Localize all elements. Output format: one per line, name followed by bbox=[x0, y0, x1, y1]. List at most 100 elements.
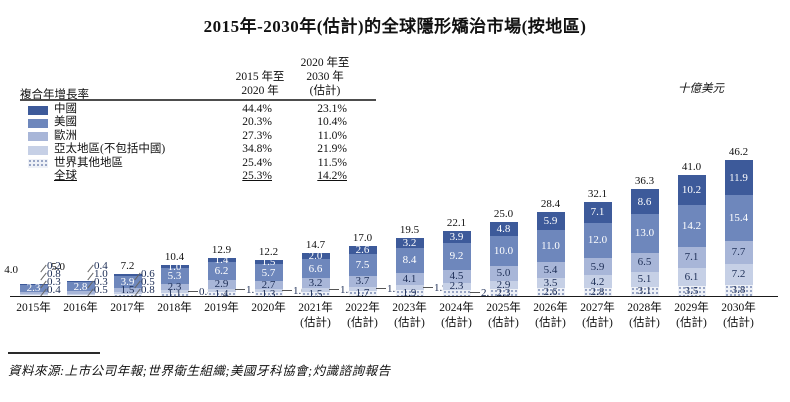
legend-row-2: 歐洲 27.3% 11.0% bbox=[20, 130, 376, 143]
bar-total-label: 12.2 bbox=[258, 246, 279, 258]
bar-total-label: 14.7 bbox=[305, 238, 326, 251]
bar-2016年: 2.8 0.4 1.0 0.3 0.5 5.0 bbox=[51, 140, 108, 297]
legend-label: 世界其他地區 bbox=[54, 156, 123, 169]
segment-value-label-china: 0.4 bbox=[94, 260, 108, 272]
bar-2019年: 1.4 6.2 2.9 1.4 1.1 12.9 bbox=[198, 140, 260, 300]
bar-segment-europe bbox=[630, 252, 659, 272]
bar-segment-europe bbox=[348, 275, 377, 287]
bar-segment-rest-of-world bbox=[160, 292, 189, 296]
bar-segment-china bbox=[536, 212, 565, 230]
estimate-label: (估計) bbox=[535, 317, 566, 329]
segment-value-label-europe: 7.7 bbox=[731, 246, 746, 259]
bar-segment-europe bbox=[536, 262, 565, 278]
x-axis-label-2028年: 2028年 (估計) bbox=[621, 301, 668, 331]
source-note: 資料來源:上市公司年報;世界衛生組織;美國牙科協會;灼識諮詢報告 bbox=[8, 364, 391, 378]
segment-value-label-usa: 8.4 bbox=[402, 254, 417, 267]
segment-value-label-usa: 2.3 bbox=[26, 282, 41, 295]
estimate-label: (估計) bbox=[488, 317, 519, 329]
bar-segment-apac bbox=[536, 278, 565, 289]
segment-value-label-china: 5.9 bbox=[543, 214, 558, 227]
cagr-col1-header: 2015 年至 2020 年 bbox=[205, 70, 315, 98]
cagr-2020-2030-value: 11.5% bbox=[317, 156, 347, 169]
bar-segment-europe bbox=[207, 280, 236, 289]
segment-value-label-rest-of-world: 1.4 bbox=[214, 287, 229, 300]
bar-segment-europe bbox=[254, 281, 283, 290]
segment-value-label-china: 10.2 bbox=[681, 183, 702, 196]
cagr-col1-line1: 2015 年至 bbox=[235, 71, 285, 83]
cagr-row-header: 複合年增長率 bbox=[20, 89, 89, 101]
bar-segment-usa bbox=[489, 236, 518, 266]
year-label: 2024年 bbox=[439, 302, 474, 314]
bar-segment-china bbox=[301, 252, 330, 259]
bar-segment-china bbox=[160, 265, 189, 268]
segment-value-label-china: 11.9 bbox=[729, 171, 748, 184]
bar-segment-europe bbox=[160, 283, 189, 291]
bar-segment-europe bbox=[301, 278, 330, 288]
estimate-label: (估計) bbox=[629, 317, 660, 329]
segment-value-label-china: 2.6 bbox=[355, 243, 370, 256]
bar-total-label: 19.5 bbox=[399, 224, 420, 237]
cagr-2020-2030-value: 23.1% bbox=[317, 103, 347, 115]
bar-total-label: 46.2 bbox=[728, 146, 749, 159]
cagr-2020-2030-value: 10.4% bbox=[317, 116, 347, 129]
page-title: 2015年-2030年(估計)的全球隱形矯治市場(按地區) bbox=[203, 17, 587, 36]
bar-2018年: 1.0 5.3 2.3 1.1 0.8 10.4 bbox=[151, 140, 213, 300]
bar-total-label: 12.9 bbox=[211, 243, 232, 256]
bar-segment-europe bbox=[677, 246, 706, 268]
segment-value-label-apac: 5.1 bbox=[637, 273, 652, 286]
bar-total-label: 17.0 bbox=[352, 231, 373, 244]
bar-total-label: 7.2 bbox=[120, 260, 135, 273]
usa-swatch-icon bbox=[28, 118, 48, 128]
year-label: 2018年 bbox=[157, 302, 192, 314]
segment-value-label-europe: 4.1 bbox=[402, 272, 417, 285]
bar-segment-apac bbox=[113, 292, 142, 294]
segment-value-label-usa: 5.3 bbox=[167, 269, 182, 282]
bar-2020年: 1.5 5.7 2.7 1.3 1.0 12.2 bbox=[245, 140, 307, 300]
bar-total-label: 25.0 bbox=[493, 208, 514, 221]
segment-value-label-china: 0.6 bbox=[141, 268, 155, 280]
bar-segment-apac bbox=[254, 289, 283, 293]
legend: 中國 44.4% 23.1% 美國 20.3% 10.4% 歐洲 27.3% 11.0% 亞太地區… bbox=[20, 103, 376, 183]
legend-row-5: 全球 25.3% 14.2% bbox=[20, 170, 376, 183]
bar-segment-usa bbox=[442, 242, 471, 270]
estimate-label: (估計) bbox=[723, 317, 754, 329]
bar-segment-rest-of-world bbox=[348, 290, 377, 296]
year-label: 2023年 bbox=[392, 302, 427, 314]
apac-swatch-icon bbox=[28, 145, 48, 155]
bar-total-label: 4.0 bbox=[4, 264, 18, 277]
legend-label: 美國 bbox=[54, 116, 77, 129]
segment-value-label-europe: 1.0 bbox=[94, 268, 108, 280]
segment-value-label-europe: 1.5 bbox=[120, 283, 135, 296]
segment-value-label-china: 4.8 bbox=[496, 223, 511, 236]
callout-line bbox=[470, 291, 480, 293]
bar-2024年: 3.9 9.2 4.5 2.3 2.1 22.1 bbox=[433, 140, 495, 299]
bar-segment-europe bbox=[489, 265, 518, 281]
year-label: 2022年 bbox=[345, 302, 380, 314]
segment-value-label-rest-of-world: 1.9 bbox=[402, 287, 417, 300]
segment-value-label-usa: 6.6 bbox=[308, 262, 323, 275]
bar-segment-china bbox=[254, 260, 283, 265]
bar-segment-china bbox=[19, 284, 48, 285]
year-label: 2026年 bbox=[533, 302, 568, 314]
cagr-2020-2030-value: 21.9% bbox=[317, 143, 347, 156]
bar-total-label: 5.0 bbox=[51, 261, 65, 274]
segment-value-label-europe: 2.7 bbox=[261, 279, 276, 292]
bar-segment-usa bbox=[160, 267, 189, 284]
segment-value-label-usa: 13.0 bbox=[634, 227, 655, 240]
year-label: 2029年 bbox=[674, 302, 709, 314]
stacked-bar-chart: 2.3 0.2 0.8 0.3 0.4 4.0 2.8 0.4 1.0 0.3 0.5 5.0 3.9 1… bbox=[4, 140, 780, 300]
segment-value-label-china: 2.0 bbox=[308, 249, 323, 262]
segment-value-label-apac: 2.3 bbox=[449, 280, 464, 293]
china-swatch-icon bbox=[28, 105, 48, 115]
bar-2030年: 11.9 15.4 7.7 7.2 3.8 46.2 bbox=[715, 140, 762, 297]
year-label: 2027年 bbox=[580, 302, 615, 314]
bar-segment-usa bbox=[254, 264, 283, 282]
segment-value-label-rest-of-world: 1.7 bbox=[355, 287, 370, 300]
cagr-2020-2030-value: 11.0% bbox=[317, 129, 347, 142]
segment-value-label-usa: 6.2 bbox=[214, 264, 229, 277]
bar-segment-rest-of-world bbox=[395, 290, 424, 296]
segment-value-label-china: 1.4 bbox=[214, 253, 229, 266]
bar-segment-rest-of-world bbox=[724, 284, 753, 296]
segment-value-label-rest-of-world: 2.8 bbox=[590, 285, 605, 298]
year-label: 2025年 bbox=[486, 302, 521, 314]
